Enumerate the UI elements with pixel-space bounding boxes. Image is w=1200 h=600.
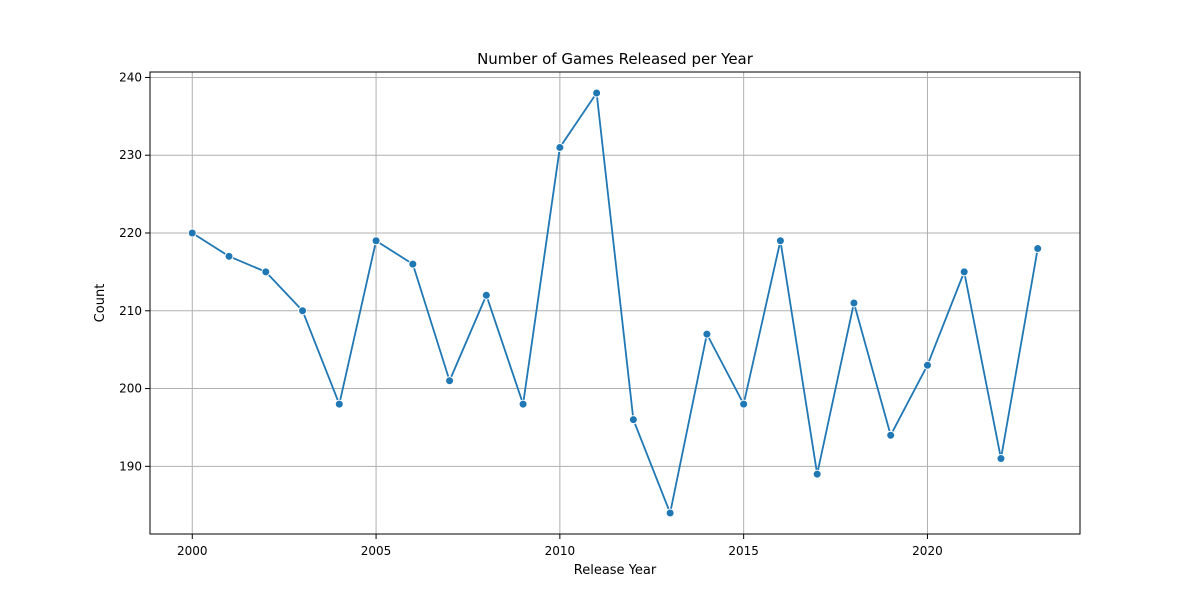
x-tick-label: 2005 <box>361 544 392 558</box>
data-point <box>665 508 675 518</box>
series-layer <box>187 88 1043 518</box>
data-point <box>261 267 271 277</box>
y-axis-label: Count <box>93 284 108 323</box>
x-tick-label: 2010 <box>545 544 576 558</box>
data-point <box>592 88 602 98</box>
x-tick-label: 2020 <box>912 544 943 558</box>
data-point <box>187 228 197 238</box>
x-tick-label: 2000 <box>177 544 208 558</box>
data-point <box>445 376 455 386</box>
data-point <box>959 267 969 277</box>
y-tick-label: 200 <box>119 382 142 396</box>
y-tick-label: 190 <box>119 459 142 473</box>
data-point <box>922 360 932 370</box>
data-point <box>371 236 381 246</box>
grid <box>150 72 1080 534</box>
x-tick-label: 2015 <box>728 544 759 558</box>
y-axis: 190 200 210 220 230 240 <box>119 70 150 473</box>
data-point <box>408 259 418 269</box>
chart-title: Number of Games Released per Year <box>477 50 754 68</box>
data-point <box>224 251 234 261</box>
x-axis-label: Release Year <box>574 563 657 578</box>
data-point <box>518 399 528 409</box>
data-point <box>996 454 1006 464</box>
x-axis: 2000 2005 2010 2015 2020 <box>177 534 943 558</box>
data-point <box>739 399 749 409</box>
data-point <box>481 290 491 300</box>
y-tick-label: 240 <box>119 70 142 84</box>
data-point <box>702 329 712 339</box>
data-point <box>628 415 638 425</box>
data-point <box>1033 244 1043 254</box>
data-point <box>812 469 822 479</box>
data-point <box>886 430 896 440</box>
series-line <box>191 92 1039 514</box>
plot-frame <box>149 71 1081 535</box>
data-point <box>298 306 308 316</box>
y-tick-label: 210 <box>119 304 142 318</box>
data-point <box>849 298 859 308</box>
data-point <box>775 236 785 246</box>
y-tick-label: 220 <box>119 226 142 240</box>
y-tick-label: 230 <box>119 148 142 162</box>
data-point <box>334 399 344 409</box>
data-point <box>555 142 565 152</box>
